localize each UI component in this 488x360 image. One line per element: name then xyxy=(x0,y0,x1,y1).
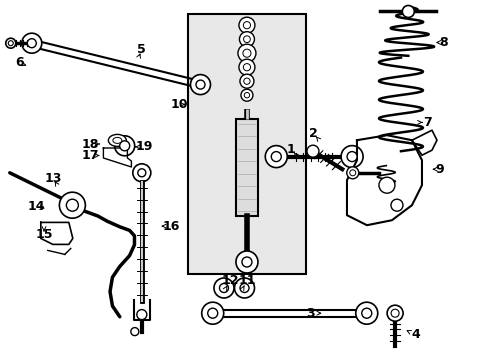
Circle shape xyxy=(234,278,254,298)
Circle shape xyxy=(137,310,146,320)
Circle shape xyxy=(22,33,41,53)
Circle shape xyxy=(240,74,253,88)
Circle shape xyxy=(219,284,228,292)
Circle shape xyxy=(236,251,257,273)
Polygon shape xyxy=(41,222,73,244)
Circle shape xyxy=(386,305,402,321)
Text: 12: 12 xyxy=(221,274,238,287)
Circle shape xyxy=(131,328,139,336)
Text: 2: 2 xyxy=(308,127,317,140)
Polygon shape xyxy=(103,148,131,167)
Circle shape xyxy=(214,278,233,298)
Circle shape xyxy=(196,80,204,89)
Circle shape xyxy=(241,89,252,101)
Circle shape xyxy=(8,41,13,46)
Text: 14: 14 xyxy=(28,201,45,213)
Circle shape xyxy=(346,167,358,179)
Text: 5: 5 xyxy=(137,43,146,56)
Text: 17: 17 xyxy=(81,149,99,162)
Polygon shape xyxy=(411,130,436,155)
Text: 10: 10 xyxy=(170,98,187,111)
Text: 19: 19 xyxy=(135,140,153,153)
Circle shape xyxy=(361,308,371,318)
Bar xyxy=(188,14,305,274)
Text: 6: 6 xyxy=(15,57,24,69)
Circle shape xyxy=(243,22,250,29)
Text: 9: 9 xyxy=(435,163,444,176)
Circle shape xyxy=(120,141,129,151)
Circle shape xyxy=(265,145,286,168)
Circle shape xyxy=(306,145,318,157)
Circle shape xyxy=(6,38,16,48)
Text: 16: 16 xyxy=(162,220,180,233)
Text: 11: 11 xyxy=(238,274,255,287)
Bar xyxy=(236,119,257,216)
Circle shape xyxy=(402,5,413,18)
Text: 7: 7 xyxy=(423,116,431,129)
Circle shape xyxy=(138,169,145,177)
Circle shape xyxy=(240,284,248,292)
Circle shape xyxy=(349,170,355,176)
Circle shape xyxy=(207,308,217,318)
Circle shape xyxy=(378,177,394,193)
Text: 1: 1 xyxy=(286,143,295,156)
Text: 15: 15 xyxy=(35,228,53,240)
Circle shape xyxy=(341,145,362,168)
Circle shape xyxy=(243,49,250,57)
Circle shape xyxy=(243,64,250,71)
Text: 18: 18 xyxy=(81,138,99,150)
Text: 8: 8 xyxy=(439,36,447,49)
Circle shape xyxy=(133,164,150,182)
Ellipse shape xyxy=(108,134,126,147)
Circle shape xyxy=(239,32,254,47)
Text: 3: 3 xyxy=(305,307,314,320)
Circle shape xyxy=(271,152,281,162)
Text: 13: 13 xyxy=(44,172,61,185)
Circle shape xyxy=(27,39,36,48)
Circle shape xyxy=(66,199,78,211)
Circle shape xyxy=(390,309,398,317)
Circle shape xyxy=(59,192,85,218)
Polygon shape xyxy=(346,135,421,225)
Circle shape xyxy=(239,59,254,75)
Circle shape xyxy=(238,44,255,62)
Circle shape xyxy=(244,93,249,98)
Circle shape xyxy=(390,199,402,211)
Circle shape xyxy=(239,17,254,33)
Circle shape xyxy=(244,78,249,84)
Circle shape xyxy=(242,257,251,267)
Circle shape xyxy=(115,136,134,156)
Text: 4: 4 xyxy=(410,328,419,341)
Circle shape xyxy=(355,302,377,324)
Circle shape xyxy=(202,302,223,324)
Circle shape xyxy=(190,75,210,95)
Circle shape xyxy=(346,152,356,162)
Circle shape xyxy=(243,36,250,42)
Ellipse shape xyxy=(113,138,122,143)
